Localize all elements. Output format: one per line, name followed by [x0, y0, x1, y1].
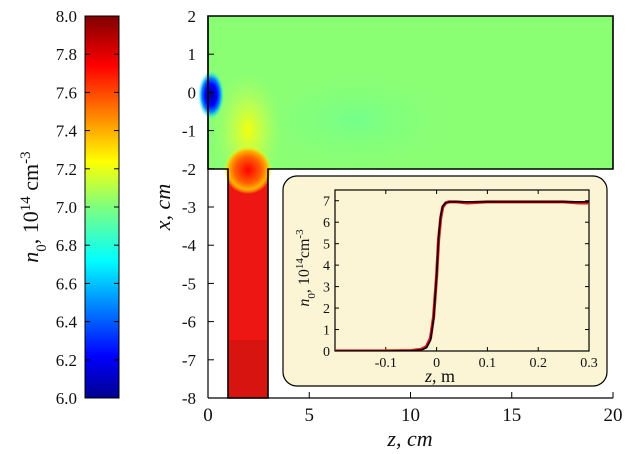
- inset-x-tick-label: 0.2: [529, 356, 547, 371]
- main-y-label: x, cm: [150, 184, 175, 231]
- colorbar-tick-label: 7.2: [56, 160, 77, 179]
- main-x-label: z, cm: [386, 426, 432, 449]
- inset-y-tick-label: 4: [323, 259, 330, 274]
- inset-y-tick-label: 6: [323, 216, 330, 231]
- main-y-tick-label: -1: [182, 122, 196, 141]
- inset-x-tick-label: 0.1: [479, 356, 497, 371]
- main-y-tick-label: -4: [182, 236, 197, 255]
- inset-x-tick-label: 0.3: [580, 356, 598, 371]
- main-y-tick-label: 1: [188, 45, 197, 64]
- inset-y-label: n0, 1014cm-3: [294, 229, 318, 307]
- inset-y-tick-label: 3: [323, 281, 330, 296]
- main-y-tick-label: 2: [188, 7, 197, 26]
- inset-x-tick-label: 0: [433, 356, 440, 371]
- colorbar: 8.0 7.8 7.6 7.4 7.2 7.0 6.8 6.6 6.4 6.2 6.0 n0, 10…: [18, 7, 120, 408]
- main-y-tick-label: -7: [182, 351, 197, 370]
- main-x-tick-label: 15: [502, 405, 521, 426]
- side-inlet-shade: [228, 340, 268, 398]
- main-y-tick-label: 0: [188, 83, 197, 102]
- colorbar-tick-label: 7.0: [56, 198, 77, 217]
- inset-x-tick-label: -0.1: [375, 356, 397, 371]
- inlet-mouth: [224, 146, 272, 194]
- colorbar-tick-label: 6.6: [56, 274, 77, 293]
- inset-y-tick-label: 7: [323, 195, 330, 210]
- colorbar-tick-label: 8.0: [56, 7, 77, 26]
- inset-chart: -0.1 0 0.1 0.2 0.3 7 6 5 4 3 2 1 0 z, m n0, 1014cm-3: [282, 175, 608, 387]
- colorbar-tick-label: 7.8: [56, 45, 77, 64]
- inset-y-tick-label: 2: [323, 302, 330, 317]
- main-x-tick-label: 0: [203, 405, 213, 426]
- low-density-spot: [198, 71, 224, 119]
- inset-y-tick-label: 0: [323, 345, 330, 360]
- inset-x-label: z, m: [424, 366, 455, 386]
- colorbar-tick-label: 6.2: [56, 351, 77, 370]
- side-inlet-region: [228, 169, 268, 398]
- inset-y-tick-label: 5: [323, 238, 330, 253]
- inset-plot-area: [334, 189, 590, 352]
- main-y-tick-label: -3: [182, 198, 196, 217]
- inset-series-fit-line: [335, 201, 589, 351]
- colorbar-label: n0, 1014 cm-3: [18, 151, 50, 262]
- low-gradient-haze: [245, 65, 465, 175]
- inset-y-tick-label: 1: [323, 324, 330, 339]
- main-y-tick-label: -8: [182, 389, 196, 408]
- colorbar-gradient: [84, 15, 120, 399]
- colorbar-ticks: 8.0 7.8 7.6 7.4 7.2 7.0 6.8 6.6 6.4 6.2 6.0: [56, 7, 119, 408]
- main-x-tick-label: 5: [305, 405, 315, 426]
- inset-series: [335, 200, 589, 351]
- colorbar-tick-label: 6.0: [56, 389, 77, 408]
- colorbar-tick-label: 7.6: [56, 83, 77, 102]
- colorbar-tick-label: 7.4: [56, 122, 78, 141]
- colorbar-tick-label: 6.8: [56, 236, 77, 255]
- main-x-tick-label: 20: [604, 405, 623, 426]
- colorbar-tick-label: 6.4: [56, 313, 78, 332]
- main-x-tick-label: 10: [401, 405, 420, 426]
- main-y-tick-label: -6: [182, 313, 196, 332]
- main-y-tick-label: -2: [182, 160, 196, 179]
- main-y-tick-label: -5: [182, 274, 196, 293]
